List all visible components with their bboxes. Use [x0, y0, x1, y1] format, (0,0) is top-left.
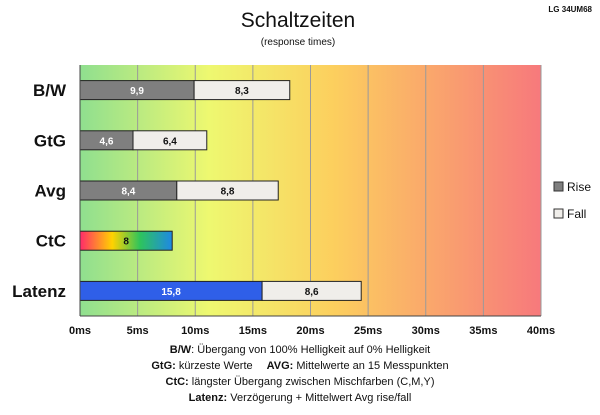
- x-tick-label: 30ms: [412, 325, 440, 337]
- bars: 9,9 8,3 4,6 6,4 8,4 8,8 8 15,8 8,6: [79, 80, 362, 301]
- x-tick-label: 25ms: [354, 325, 382, 337]
- bar-value-label: 8,3: [235, 86, 249, 97]
- x-tick-label: 10ms: [181, 325, 209, 337]
- footer-line-latenz: Latenz: Verzögerung + Mittelwert Avg ris…: [188, 392, 412, 404]
- bar-value-label: 8,6: [305, 287, 319, 298]
- category-label: CtC: [36, 232, 66, 251]
- x-tick-label: 0ms: [69, 325, 91, 337]
- bar-fall: [176, 180, 279, 201]
- x-tick-label: 20ms: [296, 325, 324, 337]
- x-tick-label: 40ms: [527, 325, 555, 337]
- category-label: Latenz: [12, 282, 66, 301]
- bar-value-label: 8: [123, 237, 129, 248]
- category-label: Avg: [35, 182, 67, 201]
- chart-title: Schaltzeiten: [241, 9, 355, 32]
- x-tick-label: 35ms: [469, 325, 497, 337]
- bar-value-label: 4,6: [100, 136, 114, 147]
- legend-label-fall: Fall: [567, 207, 586, 221]
- x-tick-label: 5ms: [127, 325, 149, 337]
- chart: Schaltzeiten (response times) LG 34UM68 …: [12, 5, 592, 337]
- category-label: B/W: [33, 81, 67, 100]
- bar-value-label: 9,9: [130, 86, 144, 97]
- bar-value-label: 6,4: [163, 136, 177, 147]
- corner-label: LG 34UM68: [548, 5, 592, 14]
- footer-line-bw: B/W: Übergang von 100% Helligkeit auf 0%…: [169, 344, 431, 356]
- footer-line-ctc: CtC: längster Übergang zwischen Mischfar…: [165, 376, 435, 388]
- legend-label-rise: Rise: [567, 180, 591, 194]
- bar-fall: [261, 280, 362, 301]
- bar-value-label: 8,8: [221, 187, 235, 198]
- y-axis-categories: B/W GtG Avg CtC Latenz: [12, 81, 67, 301]
- bar-value-label: 8,4: [121, 187, 135, 198]
- legend-swatch-rise: [553, 181, 564, 192]
- x-axis-ticks: 0ms 5ms 10ms 15ms 20ms 25ms 30ms 35ms 40ms: [69, 325, 555, 337]
- footer-notes: B/W: Übergang von 100% Helligkeit auf 0%…: [0, 342, 600, 406]
- legend: Rise Fall: [553, 180, 591, 221]
- bar-value-label: 15,8: [161, 287, 181, 298]
- footer-line-gtg-avg: GtG: kürzeste Werte AVG: Mittelwerte an 1…: [151, 360, 449, 372]
- bar-fall: [132, 130, 208, 151]
- x-tick-label: 15ms: [239, 325, 267, 337]
- chart-subtitle: (response times): [261, 37, 335, 48]
- category-label: GtG: [34, 131, 66, 150]
- bar-fall: [193, 80, 291, 101]
- legend-swatch-fall: [553, 208, 564, 219]
